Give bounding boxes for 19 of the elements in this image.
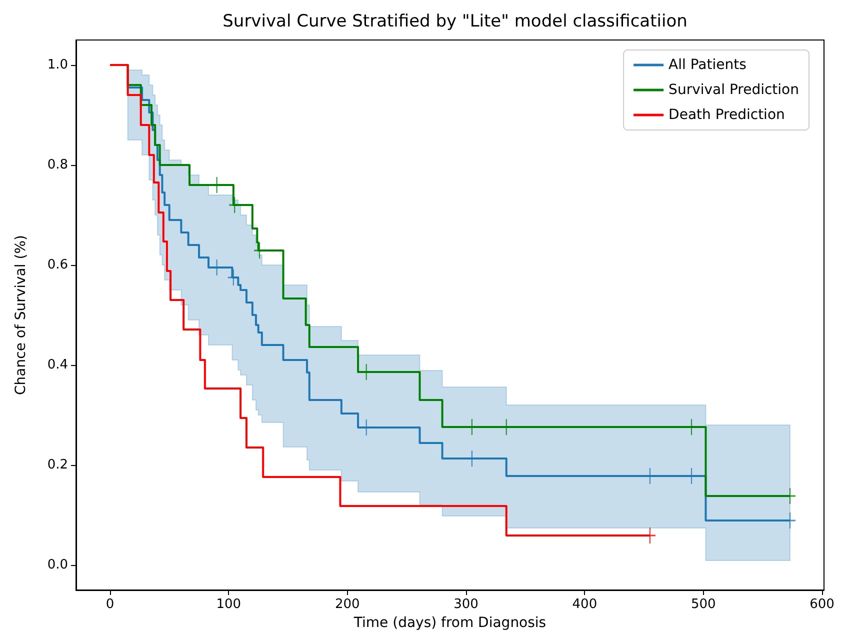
x-tick-label: 100 — [216, 597, 242, 612]
x-tick-label: 0 — [106, 597, 114, 612]
legend-label: Survival Prediction — [668, 82, 800, 98]
y-tick-label: 0.2 — [47, 458, 68, 472]
x-tick-label: 500 — [690, 597, 716, 612]
legend-label: All Patients — [668, 57, 746, 73]
y-tick-label: 0.8 — [47, 158, 68, 172]
y-tick-label: 1.0 — [47, 58, 68, 72]
y-axis-title: Chance of Survival (%) — [13, 235, 29, 395]
legend-label: Death Prediction — [668, 107, 785, 123]
chart-title: Survival Curve Stratified by "Lite" model classificatiion — [222, 12, 688, 32]
x-tick-label: 200 — [334, 597, 360, 612]
y-tick-label: 0.0 — [47, 558, 68, 572]
x-tick-label: 300 — [454, 597, 478, 612]
x-tick-label: 400 — [572, 597, 598, 612]
y-tick-label: 0.4 — [47, 358, 68, 372]
x-axis-title: Time (days) from Diagnosis — [352, 615, 546, 631]
y-tick-label: 0.6 — [47, 258, 68, 272]
x-tick-label: 600 — [810, 597, 834, 612]
